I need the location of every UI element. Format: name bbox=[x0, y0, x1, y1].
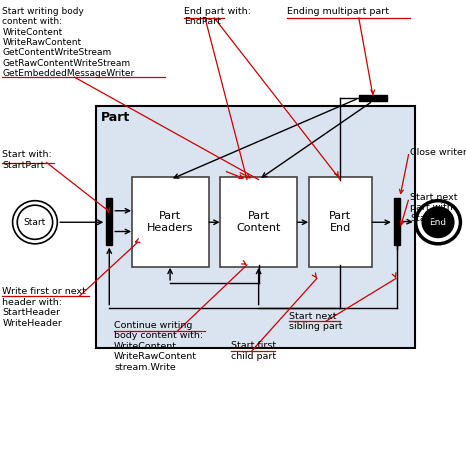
Text: Start next
part with:
StartPart: Start next part with: StartPart bbox=[410, 193, 458, 223]
Circle shape bbox=[422, 207, 454, 238]
Text: Start next
sibling part: Start next sibling part bbox=[289, 312, 343, 331]
FancyBboxPatch shape bbox=[96, 106, 415, 348]
Text: Part
End: Part End bbox=[329, 211, 351, 233]
Bar bbox=[106, 198, 112, 245]
Text: Continue writing
body content with:
WriteContent
WriteRawContent
stream.Write: Continue writing body content with: Writ… bbox=[114, 321, 203, 372]
Text: Part: Part bbox=[101, 111, 130, 124]
Bar bbox=[394, 198, 400, 245]
FancyBboxPatch shape bbox=[220, 177, 297, 267]
Text: End: End bbox=[430, 218, 446, 227]
FancyBboxPatch shape bbox=[308, 177, 372, 267]
Text: Write first or next
header with:
StartHeader
WriteHeader: Write first or next header with: StartHe… bbox=[2, 287, 86, 328]
Text: Part
Headers: Part Headers bbox=[147, 211, 193, 233]
Text: Start writing body
content with:
WriteContent
WriteRawContent
GetContentWriteStr: Start writing body content with: WriteCo… bbox=[2, 7, 135, 78]
FancyBboxPatch shape bbox=[131, 177, 209, 267]
Text: Close writer: Close writer bbox=[410, 148, 466, 157]
Bar bbox=[359, 95, 387, 101]
Text: Ending multipart part: Ending multipart part bbox=[287, 7, 389, 16]
Text: Start: Start bbox=[24, 218, 46, 227]
Text: End part with:
EndPart: End part with: EndPart bbox=[184, 7, 251, 26]
Text: Part
Content: Part Content bbox=[236, 211, 281, 233]
Text: Start first
child part: Start first child part bbox=[231, 341, 276, 361]
Text: Start with:
StartPart: Start with: StartPart bbox=[2, 150, 52, 170]
